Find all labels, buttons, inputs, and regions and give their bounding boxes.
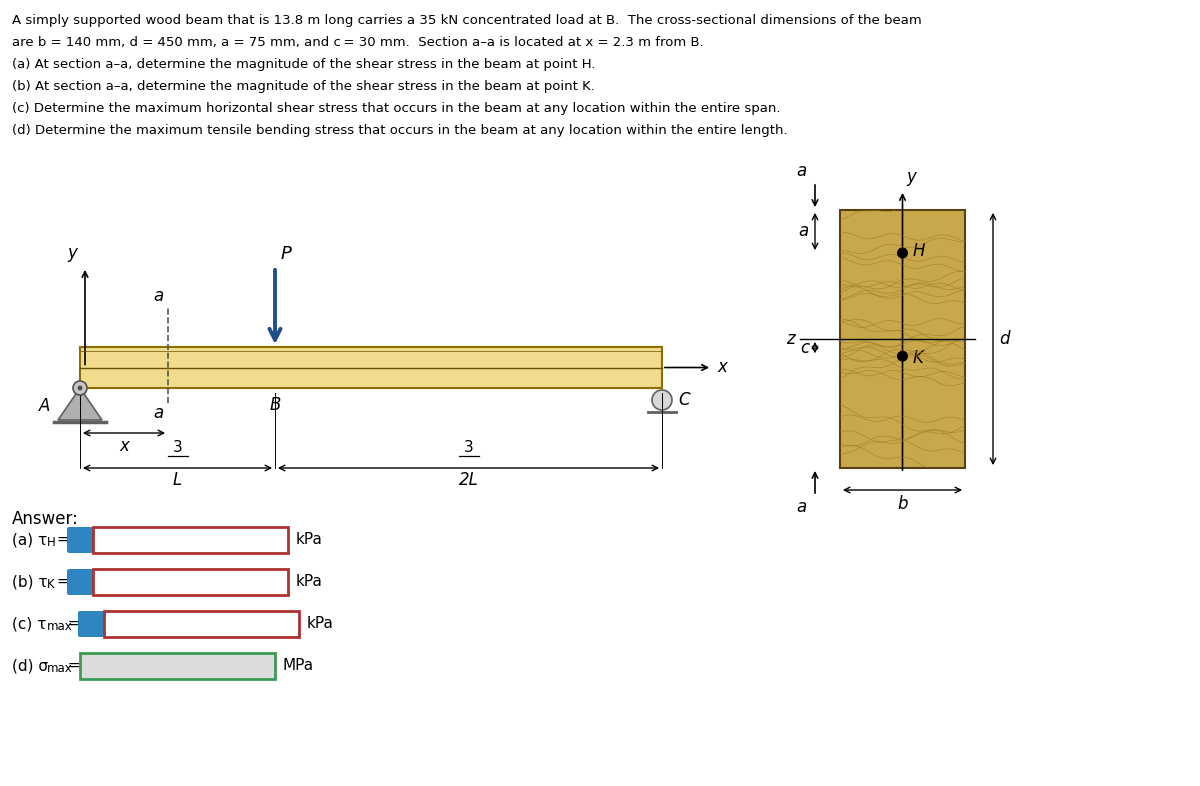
Text: P: P xyxy=(281,245,292,263)
Text: (c) τ: (c) τ xyxy=(12,616,47,631)
Text: (b) τ: (b) τ xyxy=(12,575,48,590)
Text: 22.71: 22.71 xyxy=(90,659,133,674)
Text: (c) Determine the maximum horizontal shear stress that occurs in the beam at any: (c) Determine the maximum horizontal she… xyxy=(12,102,780,115)
Text: a: a xyxy=(796,162,806,180)
Text: =: = xyxy=(52,532,70,548)
Text: max: max xyxy=(47,620,72,634)
Text: d: d xyxy=(998,330,1009,348)
Text: Answer:: Answer: xyxy=(12,510,79,528)
Text: z: z xyxy=(786,330,796,348)
Text: y: y xyxy=(67,244,77,262)
Text: a: a xyxy=(154,287,164,305)
Text: max: max xyxy=(47,663,72,675)
FancyBboxPatch shape xyxy=(78,611,104,637)
Text: i: i xyxy=(89,618,94,630)
Circle shape xyxy=(78,385,83,391)
Circle shape xyxy=(898,351,908,362)
Text: b: b xyxy=(898,495,907,513)
Text: (d) σ: (d) σ xyxy=(12,659,48,674)
Text: L: L xyxy=(173,471,182,489)
Text: 3: 3 xyxy=(173,440,182,455)
Bar xyxy=(104,611,299,637)
Bar xyxy=(840,210,965,468)
Text: MPa: MPa xyxy=(283,659,314,674)
Text: x: x xyxy=(718,358,727,376)
Text: i: i xyxy=(78,534,83,546)
Text: a: a xyxy=(799,222,809,241)
Text: A simply supported wood beam that is 13.8 m long carries a 35 kN concentrated lo: A simply supported wood beam that is 13.… xyxy=(12,14,922,27)
Text: K: K xyxy=(912,349,923,367)
Text: K: K xyxy=(47,578,54,592)
Text: 0.382: 0.382 xyxy=(103,532,146,548)
Text: B: B xyxy=(269,396,281,414)
Text: A: A xyxy=(38,397,50,415)
Circle shape xyxy=(73,381,88,395)
Text: (b) At section a–a, determine the magnitude of the shear stress in the beam at p: (b) At section a–a, determine the magnit… xyxy=(12,80,595,93)
Bar xyxy=(80,653,275,679)
Bar xyxy=(94,569,288,595)
Text: a: a xyxy=(796,498,806,516)
Text: C: C xyxy=(678,391,690,409)
Circle shape xyxy=(652,390,672,410)
Text: kPa: kPa xyxy=(307,616,334,631)
Text: i: i xyxy=(78,575,83,589)
Text: x: x xyxy=(119,437,128,455)
Polygon shape xyxy=(58,388,102,420)
Text: =: = xyxy=(64,659,80,674)
Text: 0.158: 0.158 xyxy=(103,575,146,590)
Text: H: H xyxy=(912,242,925,260)
Text: (a) τ: (a) τ xyxy=(12,532,47,548)
Text: (d) Determine the maximum tensile bending stress that occurs in the beam at any : (d) Determine the maximum tensile bendin… xyxy=(12,124,787,137)
Text: =: = xyxy=(64,616,80,631)
Text: kPa: kPa xyxy=(296,575,323,590)
Text: =: = xyxy=(52,575,70,590)
Bar xyxy=(94,527,288,553)
Text: 2L: 2L xyxy=(458,471,479,489)
Text: are b = 140 mm, d = 450 mm, a = 75 mm, and c = 30 mm.  Section a–a is located at: are b = 140 mm, d = 450 mm, a = 75 mm, a… xyxy=(12,36,703,49)
Text: 0.555: 0.555 xyxy=(114,616,157,631)
FancyBboxPatch shape xyxy=(67,569,94,595)
Text: H: H xyxy=(47,537,55,549)
Text: c: c xyxy=(800,339,809,357)
Text: 3: 3 xyxy=(463,440,473,455)
Circle shape xyxy=(898,248,908,259)
Text: y: y xyxy=(906,168,917,186)
Text: kPa: kPa xyxy=(296,532,323,548)
Text: a: a xyxy=(154,404,164,422)
Text: (a) At section a–a, determine the magnitude of the shear stress in the beam at p: (a) At section a–a, determine the magnit… xyxy=(12,58,595,71)
Bar xyxy=(80,347,662,388)
FancyBboxPatch shape xyxy=(67,527,94,553)
